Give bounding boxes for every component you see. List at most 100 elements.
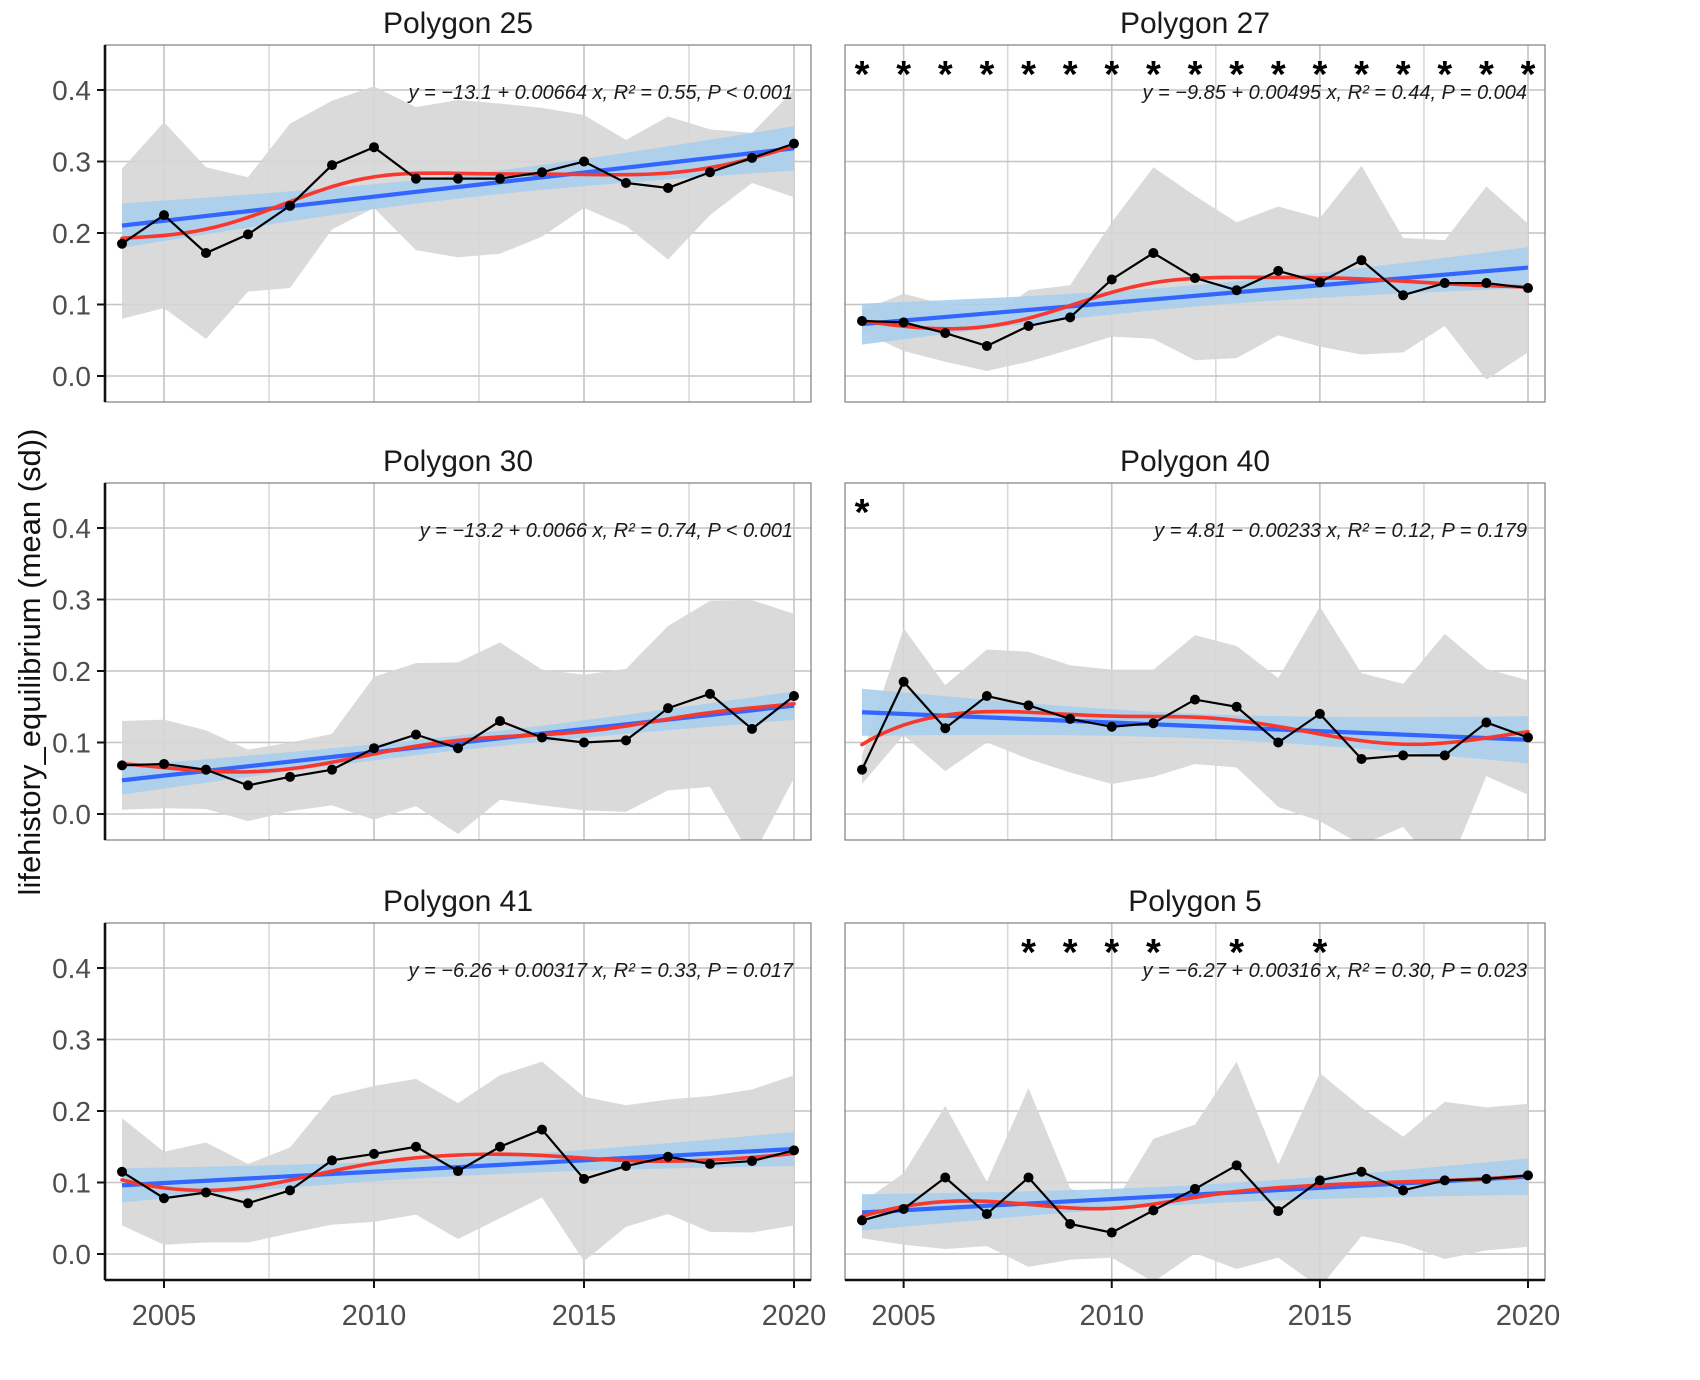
mean-point (621, 735, 631, 746)
significance-asterisk: * (1146, 932, 1161, 974)
panel-border (844, 44, 1546, 403)
panel-polygon-25: 0.0 0.1 0.2 0.3 0.4 Polygon 25 y = −13.1 + 0.0… (52, 7, 812, 403)
loess-line (120, 1151, 796, 1193)
mean-point (495, 1141, 505, 1152)
panel-data-layer (117, 1061, 799, 1262)
regression-equation: y = −13.1 + 0.00664 x, R² = 0.55, P < 0.… (406, 82, 793, 104)
y-axis-tick-label: 0.1 (52, 290, 91, 321)
mean-point (117, 1166, 127, 1177)
mean-point (201, 1187, 211, 1198)
y-axis-tick-label: 0.3 (52, 1025, 91, 1056)
mean-point (285, 1185, 295, 1196)
y-axis-tick-label: 0.2 (52, 218, 91, 249)
significance-asterisk: * (1229, 54, 1244, 96)
mean-point (1356, 1166, 1367, 1177)
mean-point (495, 173, 505, 184)
mean-point (1523, 1170, 1533, 1181)
significance-asterisk: * (1479, 54, 1494, 96)
significance-asterisk: * (1063, 54, 1078, 96)
mean-point (537, 732, 547, 743)
mean-point (981, 1208, 992, 1219)
significance-asterisk: * (855, 492, 870, 534)
trend-line (861, 710, 1529, 742)
panel-title: Polygon 30 (383, 445, 533, 478)
significance-asterisk: * (1104, 54, 1119, 96)
y-axis-tick-label: 0.1 (52, 728, 91, 759)
mean-point (1481, 717, 1492, 728)
mean-point (537, 1124, 547, 1135)
y-axis-tick-label: 0.0 (52, 1239, 91, 1270)
y-axis-tick-label: 0.3 (52, 585, 91, 616)
trend-line (121, 146, 795, 228)
mean-point (621, 177, 631, 188)
sd-ribbon (862, 1061, 1528, 1280)
panel-polygon-30: 0.0 0.1 0.2 0.3 0.4 Polygon 30 y = −13.2 + 0.0… (52, 445, 812, 841)
significance-asterisk: * (1312, 932, 1327, 974)
mean-point (1190, 1183, 1200, 1194)
panel-data-layer (857, 606, 1533, 840)
mean-point (663, 1151, 673, 1162)
mean-point (1148, 1205, 1159, 1216)
x-axis-tick-label: 2010 (1079, 1300, 1144, 1332)
y-axis-title: lifehistory_equilibrium (mean (sd)) (12, 428, 47, 896)
mean-point (411, 729, 421, 740)
mean-point (705, 167, 715, 178)
mean-point (663, 182, 673, 193)
mean-point (369, 743, 379, 754)
y-axis-tick-label: 0.3 (52, 147, 91, 178)
regression-equation: y = −13.2 + 0.0066 x, R² = 0.74, P < 0.0… (418, 520, 793, 542)
mean-point (747, 1156, 757, 1167)
panel-data-layer (857, 165, 1533, 380)
mean-point (243, 229, 253, 240)
mean-point (1523, 283, 1533, 294)
mean-point (940, 1172, 951, 1183)
mean-point (201, 248, 211, 259)
sd-ribbon (122, 86, 794, 339)
mean-point (1065, 713, 1076, 724)
mean-point (243, 780, 253, 791)
mean-point (243, 1198, 253, 1209)
mean-point (1023, 1172, 1034, 1183)
significance-asterisk: * (1104, 932, 1119, 974)
mean-point (1023, 320, 1034, 331)
panel-border (844, 482, 1546, 841)
mean-point (1273, 1206, 1284, 1217)
significance-asterisk: * (1146, 54, 1161, 96)
mean-point (1314, 708, 1325, 719)
mean-point (453, 173, 463, 184)
mean-point (898, 317, 909, 328)
significance-asterisk: * (938, 54, 953, 96)
mean-point (1190, 694, 1200, 705)
mean-point (537, 167, 547, 178)
mean-point (1356, 753, 1367, 764)
trend-line (861, 265, 1529, 327)
panel-title: Polygon 27 (1120, 7, 1270, 40)
loess-line (120, 701, 796, 774)
mean-point (1481, 278, 1492, 289)
mean-point (369, 1148, 379, 1159)
mean-point (411, 1141, 421, 1152)
mean-point (1231, 285, 1242, 296)
mean-point (117, 238, 127, 249)
mean-point (579, 737, 589, 748)
mean-point (1356, 255, 1367, 266)
y-axis-tick-label: 0.4 (52, 513, 91, 544)
mean-point (857, 1215, 867, 1226)
mean-point (1106, 721, 1117, 732)
mean-point (789, 691, 799, 702)
mean-point (579, 156, 589, 167)
y-axis-tick-label: 0.2 (52, 656, 91, 687)
significance-asterisk: * (1312, 54, 1327, 96)
mean-point (1439, 278, 1450, 289)
mean-point (747, 152, 757, 163)
significance-asterisk: * (1063, 932, 1078, 974)
mean-point (369, 142, 379, 153)
mean-point (1439, 1175, 1450, 1186)
y-axis-tick-label: 0.4 (52, 953, 91, 984)
y-axis-tick-label: 0.1 (52, 1168, 91, 1199)
mean-point (857, 764, 867, 775)
y-axis-tick-label: 0.0 (52, 361, 91, 392)
loess-line (860, 709, 1530, 747)
mean-point (1231, 1160, 1242, 1171)
